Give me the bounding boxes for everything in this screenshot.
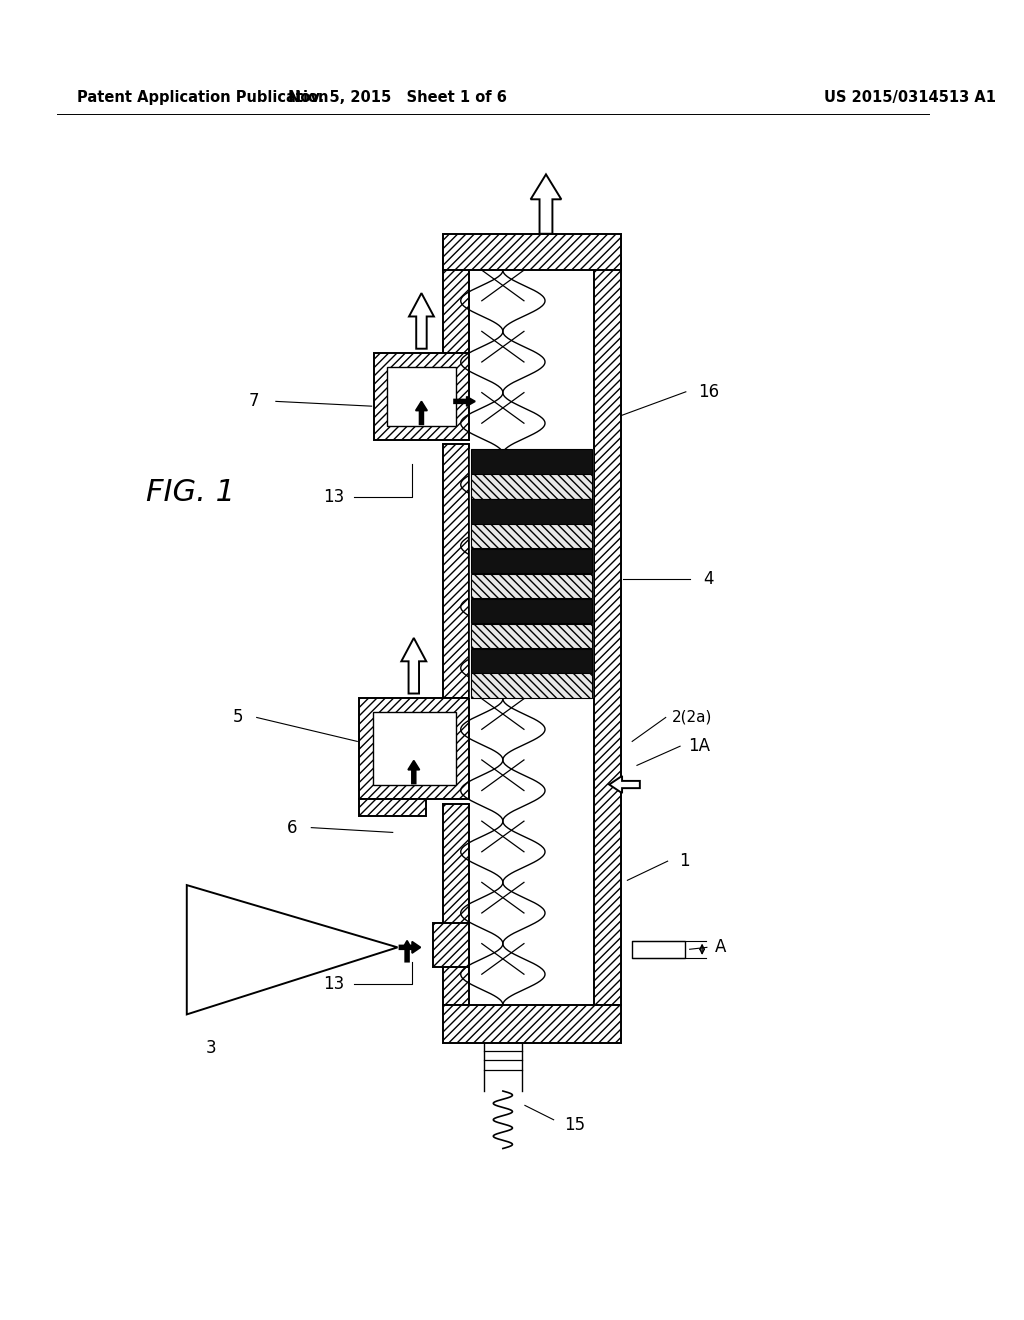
Text: Patent Application Publication: Patent Application Publication <box>77 90 328 106</box>
Bar <box>471 648 592 673</box>
Bar <box>471 549 592 573</box>
Bar <box>471 524 592 548</box>
Text: 3: 3 <box>206 1039 216 1057</box>
Bar <box>471 599 592 623</box>
Bar <box>594 257 621 1005</box>
Text: 13: 13 <box>323 974 344 993</box>
Bar <box>442 1005 621 1043</box>
Bar <box>359 799 426 816</box>
Polygon shape <box>399 941 421 953</box>
Text: FIG. 1: FIG. 1 <box>145 478 234 507</box>
Text: 1: 1 <box>680 853 690 870</box>
Text: 6: 6 <box>287 818 297 837</box>
Text: 1A: 1A <box>688 737 711 755</box>
Polygon shape <box>402 941 412 962</box>
Bar <box>471 499 592 524</box>
Bar <box>471 574 592 598</box>
Bar <box>471 673 592 698</box>
Text: 15: 15 <box>564 1115 586 1134</box>
Text: 2(2a): 2(2a) <box>672 710 712 725</box>
Polygon shape <box>530 174 561 234</box>
Bar <box>442 804 469 1005</box>
Bar <box>471 449 592 474</box>
Bar <box>471 623 592 648</box>
Text: 7: 7 <box>249 392 259 411</box>
Bar <box>471 474 592 499</box>
Text: 13: 13 <box>323 488 344 506</box>
Text: US 2015/0314513 A1: US 2015/0314513 A1 <box>823 90 995 106</box>
Bar <box>442 257 469 354</box>
Polygon shape <box>454 396 475 407</box>
Text: 5: 5 <box>232 709 243 726</box>
Bar <box>442 445 469 698</box>
Bar <box>359 698 469 799</box>
Bar <box>469 449 594 698</box>
Bar <box>433 924 469 966</box>
Polygon shape <box>409 293 434 348</box>
Text: A: A <box>715 939 726 957</box>
Polygon shape <box>401 638 426 693</box>
Bar <box>374 354 469 440</box>
Polygon shape <box>609 776 640 793</box>
Text: 4: 4 <box>703 570 714 587</box>
Polygon shape <box>186 886 397 1014</box>
Polygon shape <box>416 401 427 424</box>
Text: Nov. 5, 2015   Sheet 1 of 6: Nov. 5, 2015 Sheet 1 of 6 <box>288 90 507 106</box>
Bar <box>442 234 621 271</box>
Bar <box>387 367 456 426</box>
Bar <box>632 941 685 958</box>
Bar <box>373 711 456 785</box>
Text: 16: 16 <box>698 383 720 401</box>
Polygon shape <box>408 760 420 784</box>
